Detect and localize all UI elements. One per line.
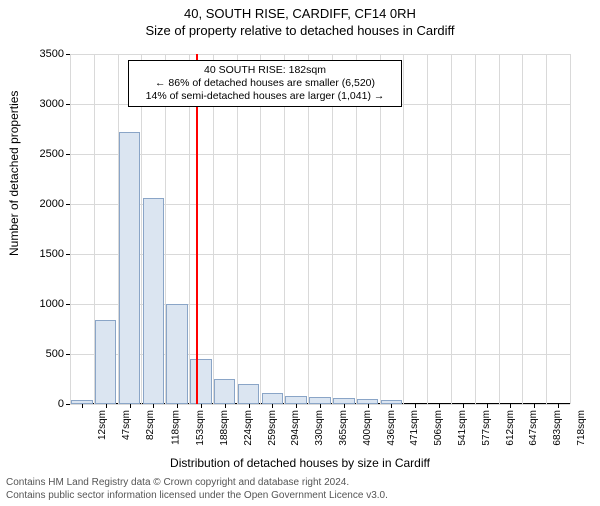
ytick-label: 0 [58,398,64,410]
ytick-label: 1500 [40,248,64,260]
xtick-label: 683sqm [552,410,563,446]
xtick-mark [296,404,297,408]
xtick-mark [439,404,440,408]
xtick-mark [106,404,107,408]
xtick-mark [225,404,226,408]
xtick-label: 188sqm [219,410,230,446]
xtick-mark [391,404,392,408]
xtick-label: 118sqm [171,410,182,445]
xtick-label: 153sqm [195,410,206,446]
plot-area: 40 SOUTH RISE: 182sqm ← 86% of detached … [70,54,570,404]
xtick-label: 47sqm [121,410,132,440]
xtick-mark [153,404,154,408]
ytick-label: 500 [46,348,64,360]
histogram-bar [214,379,235,404]
gridline-v [475,54,476,404]
xtick-mark [272,404,273,408]
xtick-label: 365sqm [338,410,349,446]
y-axis-label: Number of detached properties [7,91,21,256]
xtick-label: 471sqm [409,410,420,446]
ytick-label: 2000 [40,198,64,210]
xtick-mark [344,404,345,408]
ytick-label: 3500 [40,48,64,60]
annotation-line2: ← 86% of detached houses are smaller (6,… [135,77,395,90]
xtick-mark [487,404,488,408]
gridline-v [570,54,571,404]
xtick-label: 506sqm [433,410,444,446]
gridline-h [70,154,570,155]
chart-container: 40, SOUTH RISE, CARDIFF, CF14 0RH Size o… [0,6,600,506]
footer-line1: Contains HM Land Registry data © Crown c… [6,477,388,490]
xtick-label: 612sqm [504,410,515,446]
histogram-bar [262,393,283,404]
xtick-mark [130,404,131,408]
chart-title-main: 40, SOUTH RISE, CARDIFF, CF14 0RH [0,6,600,21]
gridline-v [546,54,547,404]
xtick-mark [320,404,321,408]
chart-title-sub: Size of property relative to detached ho… [0,23,600,38]
gridline-v [403,54,404,404]
ytick-mark [66,404,70,405]
xtick-mark [463,404,464,408]
histogram-bar [190,359,211,404]
xtick-mark [368,404,369,408]
xtick-mark [510,404,511,408]
xtick-label: 12sqm [97,410,108,440]
histogram-bar [119,132,140,404]
xtick-label: 577sqm [481,410,492,446]
histogram-bar [143,198,164,404]
footer-line2: Contains public sector information licen… [6,490,388,503]
annotation-line1: 40 SOUTH RISE: 182sqm [135,64,395,77]
histogram-bar [285,396,306,404]
histogram-bar [95,320,116,404]
gridline-v [522,54,523,404]
gridline-v [499,54,500,404]
xtick-label: 541sqm [457,410,468,446]
histogram-bar [166,304,187,404]
gridline-h [70,54,570,55]
gridline-v [427,54,428,404]
xtick-mark [249,404,250,408]
xtick-label: 436sqm [385,410,396,446]
xtick-mark [177,404,178,408]
x-axis-label: Distribution of detached houses by size … [170,456,430,470]
xtick-label: 259sqm [266,410,277,446]
xtick-mark [82,404,83,408]
xtick-label: 224sqm [243,410,254,446]
xtick-label: 294sqm [290,410,301,446]
ytick-label: 3000 [40,98,64,110]
gridline-v [70,54,71,404]
ytick-label: 1000 [40,298,64,310]
annotation-box: 40 SOUTH RISE: 182sqm ← 86% of detached … [128,60,402,107]
annotation-line3: 14% of semi-detached houses are larger (… [135,90,395,103]
xtick-label: 82sqm [145,410,156,440]
xtick-label: 718sqm [576,410,587,446]
xtick-label: 647sqm [528,410,539,446]
histogram-bar [238,384,259,404]
xtick-mark [415,404,416,408]
xtick-label: 330sqm [314,410,325,446]
xtick-mark [201,404,202,408]
histogram-bar [309,397,330,404]
xtick-label: 400sqm [362,410,373,446]
xtick-mark [534,404,535,408]
gridline-v [451,54,452,404]
ytick-label: 2500 [40,148,64,160]
xtick-mark [558,404,559,408]
footer-attribution: Contains HM Land Registry data © Crown c… [6,477,388,502]
